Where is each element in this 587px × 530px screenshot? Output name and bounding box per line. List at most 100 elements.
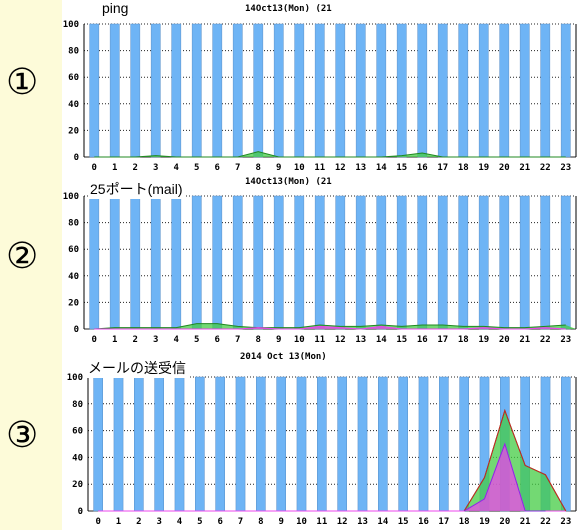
chart1-bar-12 <box>335 23 346 158</box>
chart2-bar-2 <box>130 195 141 330</box>
chart2-xtick-23: 23 <box>560 335 571 345</box>
chart3-xtick-0: 0 <box>95 517 100 527</box>
chart2-bar-6 <box>212 195 223 330</box>
chart3-bar-1 <box>113 376 124 512</box>
chart2-bar-15 <box>396 195 407 330</box>
chart3-xtick-19: 19 <box>479 517 490 527</box>
chart2-bar-20 <box>499 195 510 330</box>
chart2-xtick-22: 22 <box>540 335 551 345</box>
chart3-bar-15 <box>398 376 408 512</box>
chart1-xtick-2: 2 <box>133 163 138 173</box>
chart1-bar-22 <box>540 23 551 158</box>
chart2-xtick-20: 20 <box>499 335 510 345</box>
panel-3-number: ③ <box>6 415 39 456</box>
chart2-xtick-13: 13 <box>355 335 366 345</box>
chart3-xtick-22: 22 <box>540 517 551 527</box>
chart1-bar-21 <box>519 23 530 158</box>
chart2-bar-16 <box>417 195 428 330</box>
chart2-xtick-1: 1 <box>112 335 117 345</box>
chart3-ytick-80: 80 <box>72 400 83 410</box>
chart2-bar-23 <box>560 195 571 330</box>
chart3-xtick-4: 4 <box>177 517 183 527</box>
chart2-magenta-line <box>94 325 566 330</box>
chart3-bar-6 <box>215 376 225 512</box>
chart3-xtick-14: 14 <box>377 517 388 527</box>
panel-1-label: ping <box>100 0 131 16</box>
chart3-xtick-2: 2 <box>136 517 141 527</box>
chart2-magenta-area <box>84 326 576 329</box>
chart1-xtick-8: 8 <box>256 163 261 173</box>
chart2-bar-3 <box>150 195 161 330</box>
chart3-bar-0 <box>93 376 103 512</box>
chart3-xtick-6: 6 <box>217 517 222 527</box>
panel-3-header: 2014 Oct 13(Mon) <box>240 352 327 362</box>
chart2-bar-9 <box>273 195 284 330</box>
chart2-xtick-9: 9 <box>276 335 281 345</box>
chart3-xtick-17: 17 <box>438 517 449 527</box>
panel-2-label: 25ポート(mail) <box>88 179 185 199</box>
chart1-bar-17 <box>437 23 448 158</box>
chart3-purple-line <box>463 442 546 512</box>
chart2-bar-0 <box>89 195 100 330</box>
chart3-bar-16 <box>418 376 429 512</box>
chart3-xtick-3: 3 <box>156 517 161 527</box>
chart1-bar-10 <box>294 23 305 158</box>
chart2-bar-21 <box>519 195 530 330</box>
chart2-bar-8 <box>253 195 264 330</box>
chart2-xtick-5: 5 <box>194 335 199 345</box>
chart3-xtick-20: 20 <box>499 517 510 527</box>
chart2-bar-7 <box>232 195 243 330</box>
chart3-xtick-12: 12 <box>337 517 348 527</box>
chart1-ytick-100: 100 <box>63 20 79 30</box>
chart1-xtick-19: 19 <box>478 163 489 173</box>
chart3-xtick-21: 21 <box>520 517 531 527</box>
chart1-bar-15 <box>396 23 407 158</box>
chart1-xtick-20: 20 <box>499 163 510 173</box>
chart1-green-line <box>94 151 566 158</box>
chart1-xtick-11: 11 <box>314 163 325 173</box>
chart1-xtick-16: 16 <box>417 163 428 173</box>
panel-1-header: 14Oct13(Mon) (21 <box>245 4 332 14</box>
chart3-bar-18 <box>459 376 469 512</box>
chart1-xtick-12: 12 <box>335 163 346 173</box>
chart1-xtick-9: 9 <box>276 163 281 173</box>
chart2-bar-22 <box>540 195 551 330</box>
chart2-bar-1 <box>109 195 120 330</box>
chart3-xtick-18: 18 <box>459 517 470 527</box>
chart3-xtick-11: 11 <box>316 517 327 527</box>
chart3-bar-2 <box>134 376 144 512</box>
chart3-xtick-10: 10 <box>296 517 307 527</box>
chart2-xtick-17: 17 <box>437 335 448 345</box>
chart2-bar-11 <box>314 195 325 330</box>
chart2-xtick-15: 15 <box>396 335 407 345</box>
chart2-xtick-10: 10 <box>294 335 305 345</box>
chart3-xtick-8: 8 <box>258 517 263 527</box>
chart3-bar-10 <box>296 376 307 512</box>
chart1-xtick-14: 14 <box>376 163 387 173</box>
chart1-bar-3 <box>150 23 161 158</box>
chart1-xtick-13: 13 <box>355 163 366 173</box>
chart2-bar-4 <box>171 195 182 330</box>
chart1-xtick-10: 10 <box>294 163 305 173</box>
chart3-bar-3 <box>154 376 164 512</box>
chart2-ytick-20: 20 <box>68 298 79 308</box>
chart3-xtick-15: 15 <box>398 517 409 527</box>
chart1-xtick-6: 6 <box>215 163 220 173</box>
port25-chart-panel: 0 20 40 60 80 100 0 1 2 3 4 5 6 7 8 9 10 11 12 13 14 15 16 17 18… <box>62 176 587 351</box>
chart2-ytick-40: 40 <box>68 272 79 282</box>
chart1-xtick-4: 4 <box>174 163 180 173</box>
chart3-bar-9 <box>276 376 286 512</box>
chart3-green-area <box>88 410 576 511</box>
chart3-bar-13 <box>357 376 368 512</box>
chart1-xtick-23: 23 <box>560 163 571 173</box>
chart3-xtick-16: 16 <box>418 517 429 527</box>
chart2-xtick-2: 2 <box>133 335 138 345</box>
chart2-ytick-60: 60 <box>68 245 79 255</box>
chart2-xtick-3: 3 <box>153 335 158 345</box>
chart2-xtick-4: 4 <box>174 335 180 345</box>
chart1-xtick-18: 18 <box>458 163 469 173</box>
chart1-ytick-40: 40 <box>68 100 79 110</box>
chart3-ytick-0: 0 <box>78 507 83 517</box>
panel-3-label: メールの送受信 <box>86 358 188 378</box>
chart2-green-area <box>84 323 576 329</box>
